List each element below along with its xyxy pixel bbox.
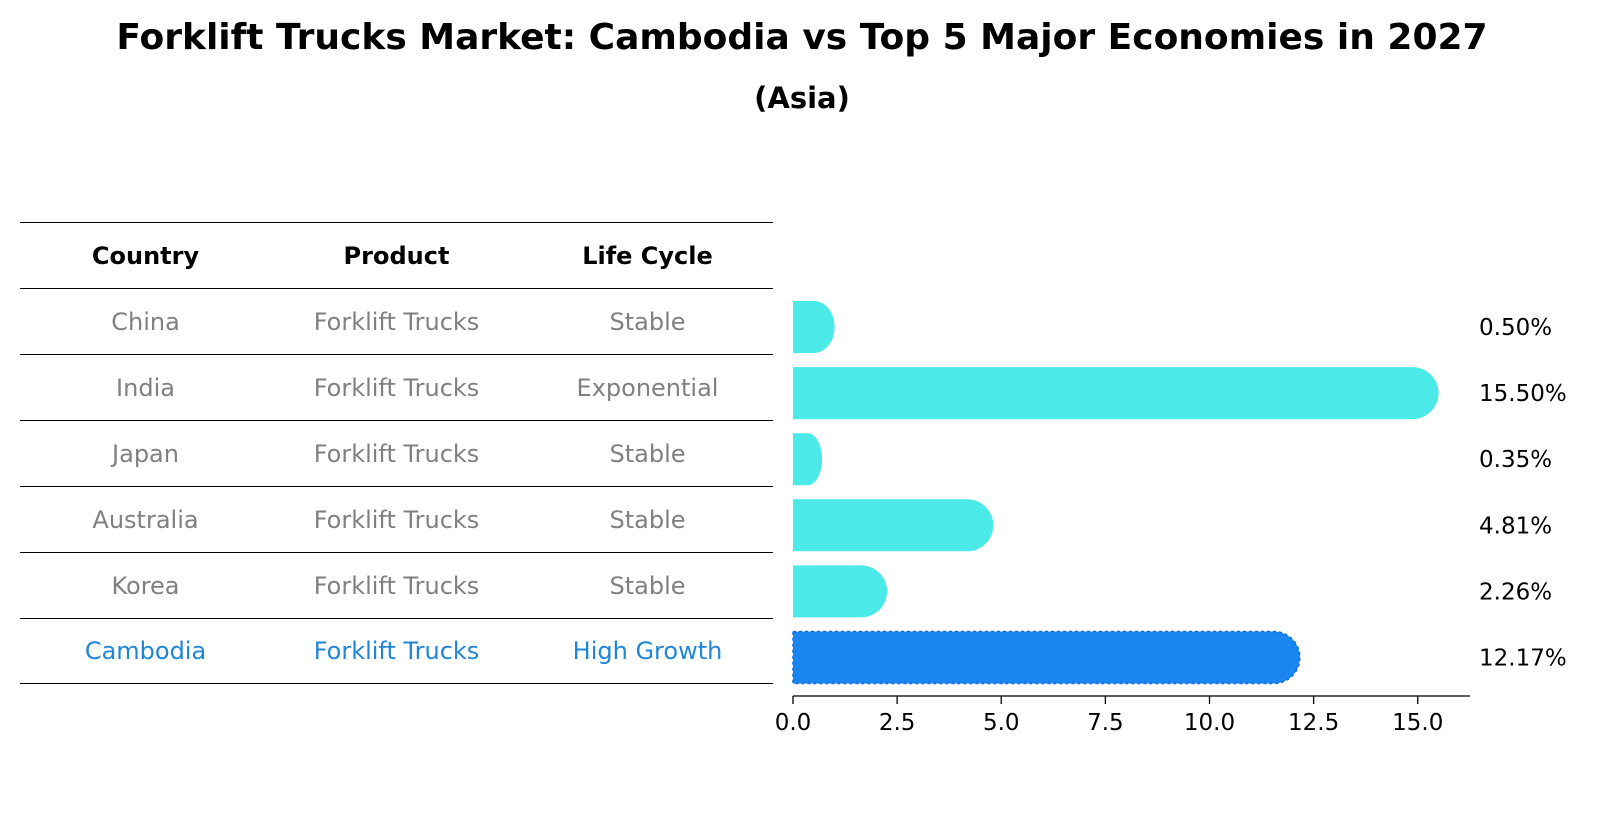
row-life-cycle: Stable xyxy=(609,439,686,468)
country-table: Country Product Life Cycle China Forklif… xyxy=(20,222,773,684)
row-life-cycle: Stable xyxy=(609,571,686,600)
bar-japan xyxy=(793,433,823,486)
row-country: Korea xyxy=(111,571,180,600)
chart-subtitle: (Asia) xyxy=(754,81,850,115)
row-country: Australia xyxy=(92,505,199,534)
data-label: 0.50% xyxy=(1479,315,1552,341)
data-label: 15.50% xyxy=(1479,381,1567,407)
x-tick-label: 10.0 xyxy=(1184,710,1235,736)
chart-title: Forklift Trucks Market: Cambodia vs Top … xyxy=(116,17,1488,58)
bar-cambodia xyxy=(792,630,1301,685)
table-row: Australia Forklift Trucks Stable xyxy=(20,486,773,552)
row-country: Cambodia xyxy=(84,637,207,665)
bar-china xyxy=(793,301,835,353)
data-label: 0.35% xyxy=(1479,447,1552,473)
data-label: 12.17% xyxy=(1479,646,1567,672)
x-tick-label: 2.5 xyxy=(879,710,916,736)
row-life-cycle: Stable xyxy=(609,307,686,336)
row-life-cycle: Exponential xyxy=(576,373,719,402)
row-product: Forklift Trucks xyxy=(313,571,480,600)
row-country: China xyxy=(111,307,180,336)
row-product: Forklift Trucks xyxy=(313,637,480,665)
table-row: Korea Forklift Trucks Stable xyxy=(20,552,773,618)
row-country: Japan xyxy=(112,439,179,468)
row-product: Forklift Trucks xyxy=(313,505,480,534)
header-country: Country xyxy=(91,241,200,270)
row-product: Forklift Trucks xyxy=(313,439,480,468)
x-tick-label: 12.5 xyxy=(1288,710,1339,736)
x-tick-label: 15.0 xyxy=(1392,710,1443,736)
bar-australia xyxy=(793,499,994,552)
table-row-highlighted: Cambodia Forklift Trucks High Growth xyxy=(20,618,773,684)
x-tick-label: 0.0 xyxy=(775,710,812,736)
row-life-cycle: Stable xyxy=(609,505,686,534)
table-row: Japan Forklift Trucks Stable xyxy=(20,420,773,486)
header-life-cycle: Life Cycle xyxy=(582,241,713,270)
row-product: Forklift Trucks xyxy=(313,373,480,402)
bar-india xyxy=(793,367,1439,420)
row-product: Forklift Trucks xyxy=(313,307,480,336)
data-label: 4.81% xyxy=(1479,513,1552,539)
table-header-row: Country Product Life Cycle xyxy=(20,222,773,288)
header-product: Product xyxy=(343,241,450,270)
x-tick-label: 5.0 xyxy=(983,710,1020,736)
bar-korea xyxy=(793,565,888,618)
table-row: China Forklift Trucks Stable xyxy=(20,288,773,354)
row-life-cycle: High Growth xyxy=(572,637,723,665)
data-label: 2.26% xyxy=(1479,579,1552,605)
table-row: India Forklift Trucks Exponential xyxy=(20,354,773,420)
row-country: India xyxy=(116,373,175,402)
x-tick-label: 7.5 xyxy=(1087,710,1124,736)
